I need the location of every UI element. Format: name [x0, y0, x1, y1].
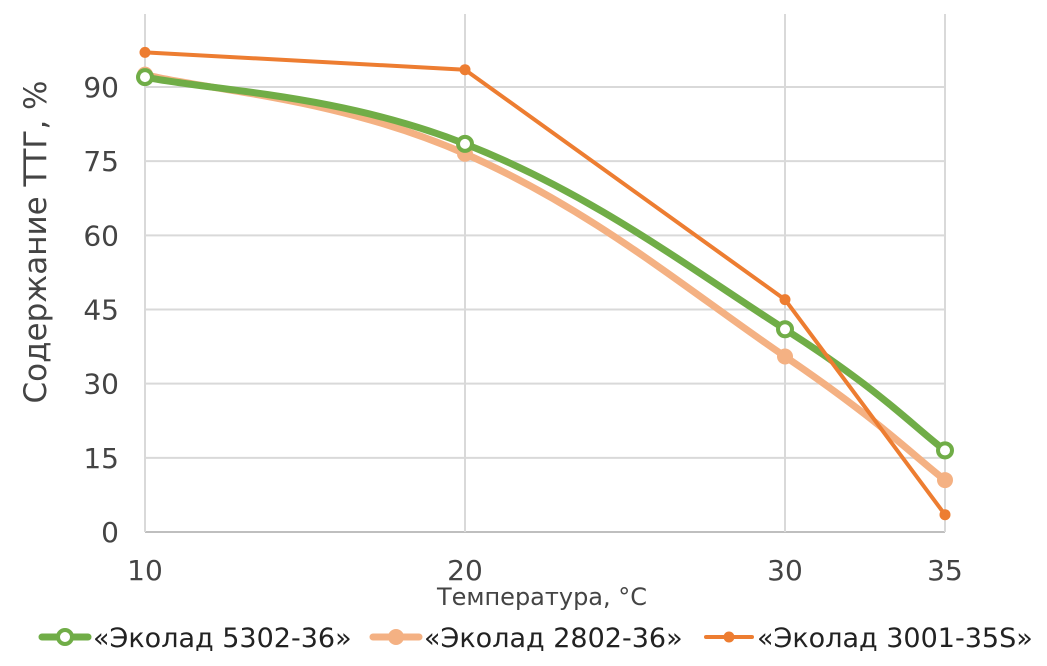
y-tick-label: 75	[83, 145, 119, 178]
series-3	[139, 46, 951, 521]
legend-label: «Эколад 5302-36»	[93, 623, 352, 654]
legend-swatch-marker	[56, 628, 74, 646]
y-tick-label: 90	[83, 71, 119, 104]
data-point	[139, 46, 151, 58]
y-tick-labels: 0 15 30 45 60 75 90	[83, 71, 119, 549]
y-axis-title: Содержание ТТГ, %	[18, 80, 54, 403]
legend-item: «Эколад 3001-35S»	[704, 623, 1033, 654]
data-point	[936, 441, 954, 460]
legend-swatch-marker	[388, 629, 404, 645]
series-1	[136, 68, 954, 460]
y-tick-label: 60	[83, 219, 119, 252]
x-tick-label: 35	[927, 554, 963, 587]
y-tick-label: 15	[83, 442, 119, 475]
legend-swatch-marker	[723, 631, 735, 643]
data-point	[777, 348, 793, 365]
data-point	[776, 320, 794, 339]
series-line	[143, 50, 947, 517]
y-tick-label: 45	[83, 294, 119, 327]
legend-label: «Эколад 2802-36»	[424, 623, 683, 654]
x-tick-label: 20	[447, 554, 483, 587]
y-tick-label: 0	[101, 516, 119, 549]
data-point	[136, 68, 154, 87]
y-tick-label: 30	[83, 368, 119, 401]
series-line	[141, 73, 949, 454]
x-tick-label: 10	[127, 554, 163, 587]
legend: «Эколад 5302-36» «Эколад 2802-36» «Эколад …	[38, 623, 1033, 654]
x-axis-title: Температура, °C	[436, 583, 647, 611]
data-point	[459, 64, 471, 76]
legend-item: «Эколад 2802-36»	[369, 623, 683, 654]
x-tick-label: 30	[767, 554, 803, 587]
data-point	[779, 294, 791, 306]
data-point	[939, 509, 951, 521]
x-tick-labels: 10 20 30 35	[127, 554, 963, 587]
data-point	[937, 472, 953, 489]
legend-label: «Эколад 3001-35S»	[757, 623, 1033, 654]
legend-item: «Эколад 5302-36»	[38, 623, 352, 654]
series-layer	[136, 46, 954, 521]
data-point	[456, 134, 474, 153]
